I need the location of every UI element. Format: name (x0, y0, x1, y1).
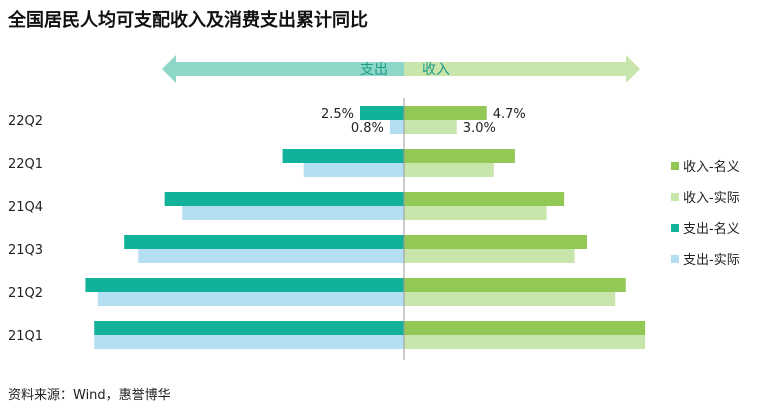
category-label-21Q4: 21Q4 (8, 200, 43, 215)
bar-expense-real-21Q2 (97, 292, 404, 306)
bar-expense-nominal-22Q1 (282, 149, 404, 163)
bar-expense-real-21Q1 (94, 335, 405, 349)
data-label-income-nominal-22Q2: 4.7% (493, 107, 526, 122)
legend-item-expense-nominal: 支出-名义 (671, 212, 766, 243)
bar-income-real-21Q4 (404, 206, 547, 220)
legend-item-expense-real: 支出-实际 (671, 243, 766, 274)
legend-swatch-expense-nominal (671, 223, 679, 232)
category-label-21Q1: 21Q1 (8, 329, 43, 344)
bar-income-real-22Q2 (404, 120, 457, 134)
bar-income-real-21Q1 (404, 335, 646, 349)
bar-expense-real-21Q3 (138, 249, 405, 263)
bar-expense-real-22Q2 (389, 120, 404, 134)
legend-swatch-expense-real (671, 254, 679, 263)
arrow-right-label: 收入 (422, 62, 450, 78)
legend-label-expense-nominal: 支出-名义 (683, 222, 740, 237)
bar-income-real-21Q2 (404, 292, 616, 306)
bar-income-nominal-21Q4 (404, 192, 565, 206)
category-label-21Q3: 21Q3 (8, 243, 43, 258)
legend-swatch-income-nominal (671, 161, 679, 170)
bar-expense-nominal-22Q2 (360, 106, 404, 120)
legend-label-income-nominal: 收入-名义 (683, 160, 740, 175)
bar-expense-nominal-21Q3 (124, 235, 404, 249)
arrow-left-label: 支出 (360, 62, 388, 78)
bar-income-nominal-21Q1 (404, 321, 646, 335)
legend-item-income-real: 收入-实际 (671, 181, 766, 212)
legend-label-expense-real: 支出-实际 (683, 253, 740, 268)
category-label-22Q2: 22Q2 (8, 114, 43, 129)
chart-title: 全国居民人均可支配收入及消费支出累计同比 (8, 10, 368, 31)
category-label-21Q2: 21Q2 (8, 286, 43, 301)
arrow-left-expense (162, 55, 404, 83)
source-note: 资料来源：Wind，惠誉博华 (8, 388, 171, 403)
bar-income-nominal-21Q3 (404, 235, 588, 249)
bar-expense-nominal-21Q1 (94, 321, 405, 335)
arrow-right-income (404, 55, 640, 83)
legend: 收入-名义 收入-实际 支出-名义 支出-实际 (671, 150, 766, 274)
bar-income-nominal-22Q1 (404, 149, 515, 163)
bar-expense-nominal-21Q4 (164, 192, 404, 206)
legend-item-income-nominal: 收入-名义 (671, 150, 766, 181)
category-label-22Q1: 22Q1 (8, 157, 43, 172)
bar-income-nominal-22Q2 (404, 106, 487, 120)
bar-expense-real-21Q4 (182, 206, 404, 220)
bar-income-nominal-21Q2 (404, 278, 626, 292)
bar-income-real-21Q3 (404, 249, 575, 263)
bar-expense-nominal-21Q2 (85, 278, 404, 292)
bar-income-real-22Q1 (404, 163, 494, 177)
legend-label-income-real: 收入-实际 (683, 191, 740, 206)
data-label-expense-real-22Q2: 0.8% (351, 121, 384, 136)
data-label-income-real-22Q2: 3.0% (463, 121, 496, 136)
data-label-expense-nominal-22Q2: 2.5% (321, 107, 354, 122)
legend-swatch-income-real (671, 192, 679, 201)
bar-expense-real-22Q1 (303, 163, 404, 177)
